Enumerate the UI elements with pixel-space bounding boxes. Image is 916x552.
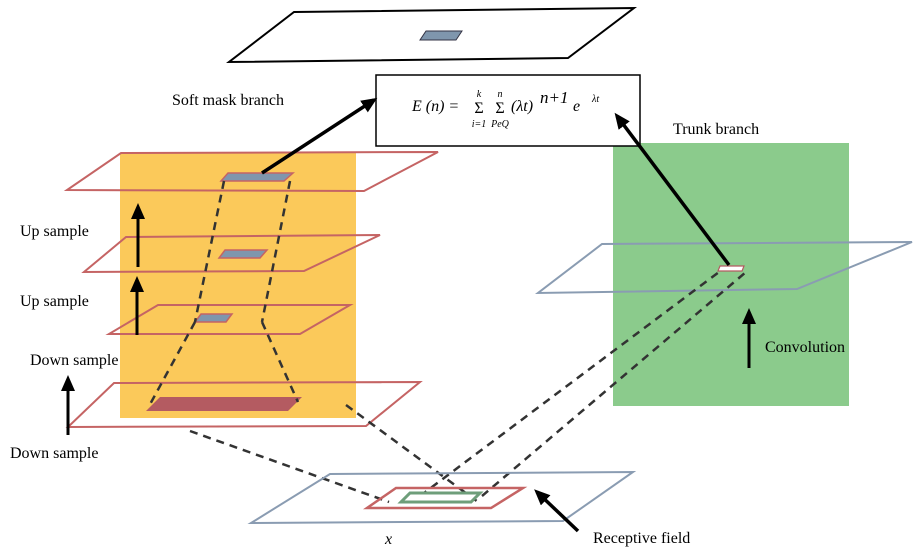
trunk-branch-label: Trunk branch [673,121,759,138]
soft-mask-plane-3 [105,304,354,335]
soft-mask-panel [120,153,356,418]
soft-mask-plane-3-patch [193,313,234,323]
down-sample-label-1: Down sample [30,352,118,369]
formula-sum1-symbol: Σ [474,100,483,117]
soft-mask-plane-4 [65,380,423,429]
formula-box [375,74,641,147]
formula-exp-power: λt [591,94,599,105]
soft-mask-funnel-lines [146,180,300,409]
soft-mask-to-formula-arrow [261,97,378,175]
trunk-to-formula-arrow [614,112,731,267]
formula-exp-base: e [573,98,580,115]
input-to-trunk-lines [419,270,747,498]
soft-mask-plane-1-patch [219,172,295,182]
formula-sum2-symbol: Σ [495,100,504,117]
soft-mask-plane-2 [81,234,381,274]
input-to-soft-mask-lines [189,403,479,504]
trunk-plane [534,241,913,295]
input-plane [247,470,637,525]
soft-mask-plane-4-patch [146,397,302,411]
formula-power: n+1 [540,88,568,107]
trunk-panel [613,143,849,406]
trunk-plane-patch [717,265,745,272]
input-receptive-field [362,486,528,510]
formula-term: (λt) [511,98,533,115]
output-plane-patch [419,30,463,41]
convolution-label: Convolution [765,339,845,356]
formula: E (n) = k Σ i=1 n Σ PeQ (λt) n+1 e λt [411,88,599,130]
formula-sum2-lower: PeQ [490,119,510,130]
soft-mask-branch-label: Soft mask branch [172,92,284,109]
input-receptive-field-inner [397,491,484,504]
receptive-field-label: Receptive field [593,530,690,547]
input-x-label: x [384,531,392,548]
formula-sum1-upper: k [477,89,482,100]
up-sample-label-1: Up sample [20,223,89,240]
receptive-field-arrow [534,489,580,533]
formula-lhs: E (n) = [411,98,459,115]
soft-mask-plane-2-patch [217,249,269,259]
up-sample-label-2: Up sample [20,293,89,310]
down-sample-label-2: Down sample [10,445,98,462]
formula-sum1-lower: i=1 [472,119,487,130]
formula-sum2-upper: n [498,89,503,100]
soft-mask-plane-1 [63,151,439,193]
